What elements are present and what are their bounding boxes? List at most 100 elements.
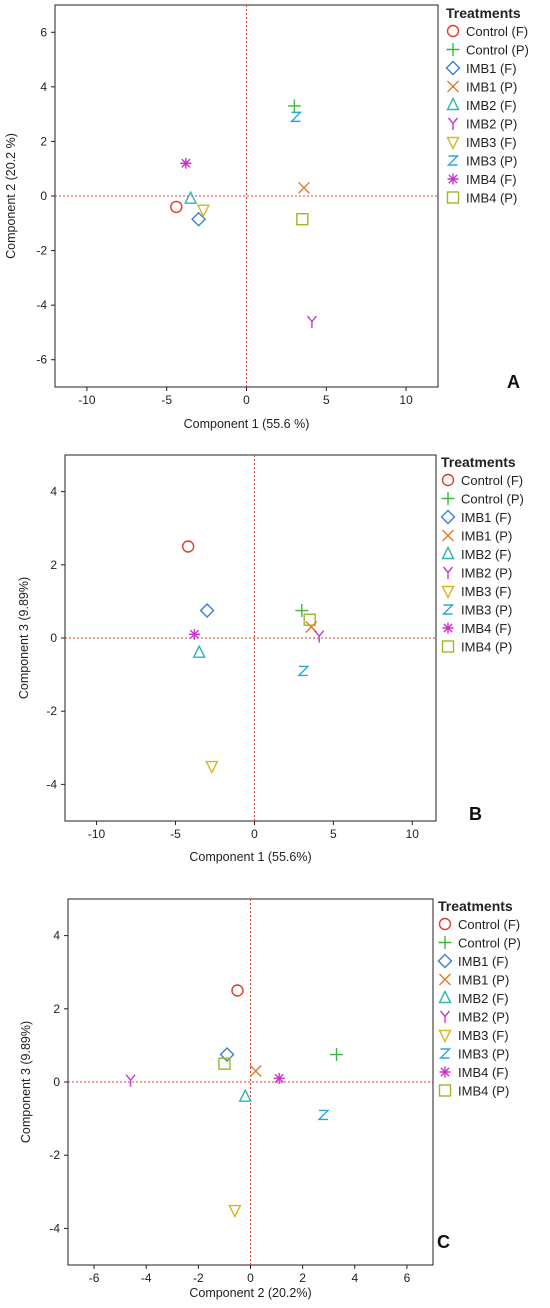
point-imb2-p [314, 630, 325, 643]
point-control-f [181, 540, 195, 553]
y-tick-label: -4 [46, 777, 57, 791]
point-control-f [231, 984, 244, 997]
point-imb2-f [192, 644, 206, 658]
legend-marker-imb4-f [439, 1066, 451, 1078]
point-imb2-f [184, 190, 198, 204]
legend-marker-imb4-f [447, 173, 459, 185]
point-imb1-p [297, 181, 310, 194]
legend-marker-imb4-p [446, 191, 460, 204]
legend-label-imb3-f: IMB3 (F) [458, 1028, 509, 1043]
y-tick-label: 0 [53, 1075, 60, 1089]
legend-label-imb1-p: IMB1 (P) [461, 529, 512, 544]
x-tick-label: -5 [161, 393, 172, 407]
x-tick-label: 5 [330, 827, 337, 841]
y-tick-label: -6 [36, 353, 47, 367]
x-tick-label: -5 [170, 827, 181, 841]
legend-label-imb4-p: IMB4 (P) [458, 1084, 509, 1099]
point-imb2-f [238, 1088, 252, 1102]
x-tick-label: 6 [404, 1271, 411, 1285]
x-tick-label: 5 [323, 393, 330, 407]
legend-label-imb3-p: IMB3 (P) [466, 154, 517, 169]
legend-marker-imb1-f [445, 60, 461, 76]
legend-label-imb1-p: IMB1 (P) [458, 973, 509, 988]
legend-marker-imb3-p [438, 1048, 452, 1059]
legend-label-imb1-f: IMB1 (F) [466, 61, 517, 76]
x-tick-label: 0 [251, 827, 258, 841]
point-imb3-f [196, 204, 211, 218]
legend-marker-imb4-f [442, 622, 454, 634]
point-imb4-p [303, 613, 316, 626]
legend-label-imb3-f: IMB3 (F) [466, 135, 517, 150]
chart-panel-a: -10 -5 0 5 10 -6 -4 -2 0 2 4 6 Component 1 (55.6 %) C… [4, 4, 529, 431]
point-imb3-p [289, 111, 303, 123]
legend-marker-imb3-p [446, 155, 460, 166]
y-tick-label: -2 [46, 704, 57, 718]
legend-marker-imb2-p [442, 566, 454, 579]
legend-label-imb2-f: IMB2 (F) [458, 991, 509, 1006]
y-axis-label: Component 2 (20.2 %) [4, 133, 18, 259]
y-tick-label: 0 [40, 189, 47, 203]
y-tick-label: -2 [49, 1148, 60, 1162]
chart-panel-c: -6 -4 -2 0 2 4 6 -4 -2 0 2 4 Component 2 (20.2%) Comp… [19, 898, 521, 1300]
point-imb3-p [297, 665, 310, 677]
y-tick-label: 2 [53, 1002, 60, 1016]
chart-panel-b: -10 -5 0 5 10 -4 -2 0 2 4 Component 1 (55.6%) Compo… [17, 454, 524, 864]
legend-label-control-f: Control (F) [466, 24, 528, 39]
point-control-p [295, 604, 309, 618]
x-tick-label: 4 [351, 1271, 358, 1285]
x-tick-label: -10 [78, 393, 96, 407]
point-imb3-p [317, 1109, 330, 1121]
point-imb1-f [191, 211, 207, 227]
legend-label-control-p: Control (P) [466, 43, 529, 58]
point-imb4-p [218, 1057, 231, 1070]
legend-label-imb4-f: IMB4 (F) [466, 172, 517, 187]
point-imb3-f [228, 1204, 242, 1219]
legend-label-imb3-p: IMB3 (P) [461, 603, 512, 618]
legend-marker-imb1-f [437, 953, 453, 969]
plot-frame [67, 898, 434, 1266]
legend-label-imb2-p: IMB2 (P) [461, 566, 512, 581]
x-tick-label: 10 [399, 393, 413, 407]
y-tick-label: -4 [36, 298, 47, 312]
y-tick-label: 6 [40, 25, 47, 39]
y-tick-label: 2 [40, 134, 47, 148]
legend-marker-imb4-p [438, 1084, 452, 1097]
legend-marker-imb3-p [441, 604, 455, 615]
legend-marker-control-f [441, 473, 455, 487]
legend-label-imb1-f: IMB1 (F) [458, 954, 509, 969]
legend-marker-control-p [446, 43, 460, 56]
legend-marker-imb3-f [441, 585, 455, 600]
point-imb2-p [306, 315, 317, 329]
legend: Treatments Control (F) Control (P) IMB1 (F)… [437, 898, 521, 1099]
legend-label-imb3-f: IMB3 (F) [461, 584, 512, 599]
legend-marker-imb3-f [438, 1029, 452, 1044]
point-imb4-f [188, 628, 200, 640]
legend-marker-imb2-f [446, 96, 460, 111]
legend-label-control-f: Control (F) [458, 917, 520, 932]
y-tick-label: 4 [50, 485, 57, 499]
point-control-p [287, 99, 301, 113]
legend-label-imb4-p: IMB4 (P) [466, 191, 517, 206]
legend-marker-imb2-f [441, 545, 455, 560]
legend-marker-imb1-f [440, 509, 456, 525]
x-tick-label: 0 [247, 1271, 254, 1285]
legend-label-imb2-f: IMB2 (F) [466, 98, 517, 113]
x-tick-label: 2 [299, 1271, 306, 1285]
x-tick-label: -6 [89, 1271, 100, 1285]
point-imb1-f [219, 1047, 235, 1063]
point-imb1-f [199, 603, 215, 619]
legend-marker-control-p [438, 936, 452, 949]
legend-label-imb4-f: IMB4 (F) [458, 1065, 509, 1080]
panel-label: A [507, 372, 520, 392]
legend-label-imb1-p: IMB1 (P) [466, 80, 517, 95]
legend-marker-imb2-p [447, 117, 459, 130]
x-tick-label: -4 [141, 1271, 152, 1285]
legend-marker-control-f [446, 24, 460, 38]
legend-label-imb4-p: IMB4 (P) [461, 640, 512, 655]
y-tick-label: 2 [50, 558, 57, 572]
y-axis-label: Component 3 (9.89%) [17, 577, 31, 699]
point-imb2-p [125, 1074, 136, 1087]
legend-marker-control-p [441, 492, 455, 505]
point-imb4-f [180, 157, 192, 169]
